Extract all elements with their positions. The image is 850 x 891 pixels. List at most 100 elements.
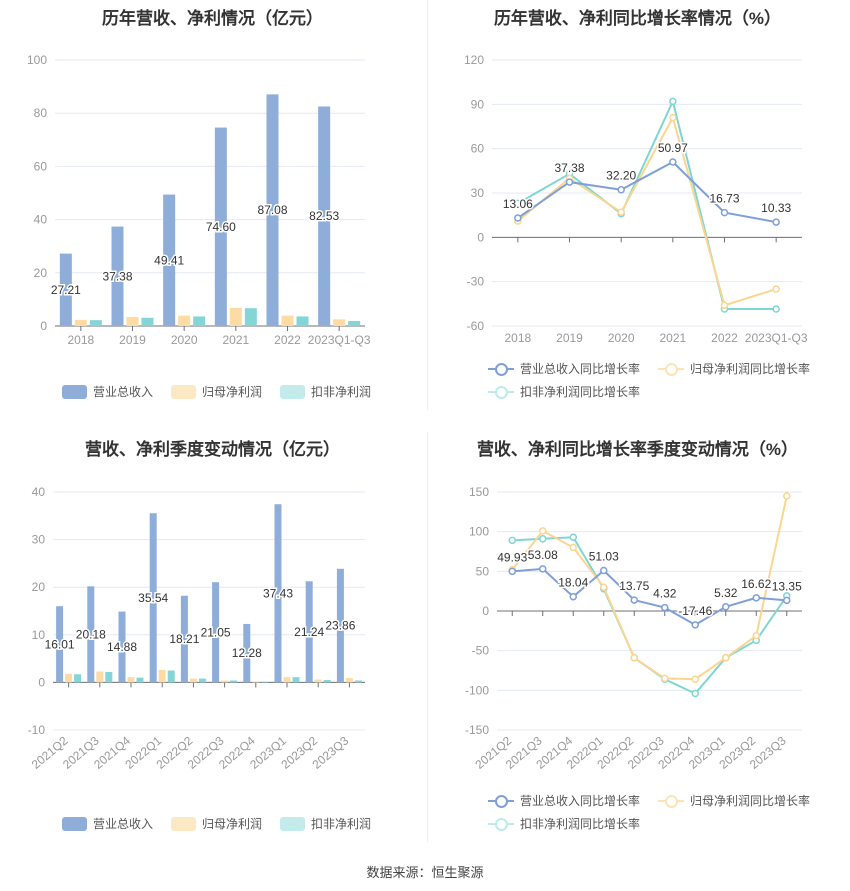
bar-deducted-profit [354, 680, 362, 683]
data-point [772, 285, 780, 293]
legend-item-net-profit-growth[interactable]: 归母净利润同比增长率 [658, 360, 810, 377]
bar-revenue [305, 581, 313, 683]
y-tick-label: 0 [482, 604, 489, 618]
bar-net-profit [189, 678, 197, 683]
data-point [783, 596, 791, 605]
legend-swatch [658, 362, 685, 376]
legend-label: 扣非净利润 [311, 817, 372, 831]
data-point [691, 621, 699, 629]
legend-item-revenue-growth[interactable]: 营业总收入同比增长率 [488, 360, 640, 377]
point-value-label: 16.73 [709, 192, 739, 206]
data-point [691, 689, 699, 698]
point-value-label: 18.04 [558, 576, 588, 590]
y-tick-label: 20 [32, 580, 46, 594]
chart-title: 营收、净利季度变动情况（亿元） [85, 440, 340, 459]
y-tick-label: 80 [34, 106, 48, 120]
bar-net-profit [345, 678, 353, 683]
bar-revenue [214, 127, 227, 327]
legend-item-net-profit[interactable]: 归母净利润 [171, 815, 262, 832]
legend-swatch [171, 384, 197, 399]
x-tick-label: 2023Q3 [310, 733, 352, 771]
data-point [617, 208, 625, 216]
legend-swatch [658, 794, 685, 808]
legend-label: 扣非净利润 [311, 385, 372, 399]
chart-title: 营收、净利同比增长率季度变动情况（%） [476, 440, 799, 459]
y-tick-label: 150 [469, 485, 489, 499]
bar-value-label: 18.21 [169, 632, 199, 646]
point-value-label: 4.32 [653, 587, 677, 601]
data-point [720, 208, 729, 217]
legend-item-deducted-profit[interactable]: 扣非净利润 [280, 383, 371, 400]
y-tick-label: 40 [34, 213, 48, 227]
y-tick-label: -60 [467, 319, 485, 333]
bar-deducted-profit [193, 316, 206, 326]
data-point [669, 113, 677, 122]
legend-label: 营业总收入同比增长率 [520, 794, 641, 808]
data-point [661, 603, 669, 612]
bar-net-profit [126, 316, 139, 326]
x-tick-label: 2020 [608, 331, 635, 345]
line-net-profit-growth [511, 495, 788, 681]
legend-item-revenue[interactable]: 营业总收入 [62, 383, 153, 400]
legend-label: 扣非净利润同比增长率 [520, 817, 641, 831]
legend-item-deducted-profit[interactable]: 扣非净利润 [280, 815, 371, 832]
legend-item-revenue-growth[interactable]: 营业总收入同比增长率 [488, 792, 640, 809]
bar-revenue [56, 606, 64, 683]
point-value-label: 50.97 [658, 141, 688, 155]
bar-revenue [118, 611, 126, 683]
bar-net-profit [252, 681, 260, 683]
x-tick-label: 2022 [711, 331, 738, 345]
x-tick-label: 2021 [222, 333, 249, 347]
bar-net-profit [178, 315, 191, 326]
y-tick-label: 60 [34, 159, 48, 173]
data-point [661, 674, 669, 683]
bar-revenue [266, 94, 279, 326]
legend-item-net-profit-growth[interactable]: 归母净利润同比增长率 [658, 792, 810, 809]
bar-deducted-profit [244, 308, 257, 326]
bar-deducted-profit [89, 320, 102, 326]
bar-net-profit [283, 677, 291, 683]
data-point [539, 527, 547, 535]
line-net-profit-growth [517, 114, 777, 307]
data-point [752, 594, 760, 602]
data-point [669, 97, 677, 106]
data-point [569, 543, 577, 552]
legend-swatch [488, 362, 514, 376]
data-point [630, 654, 638, 662]
bar-net-profit [74, 319, 87, 326]
data-point [565, 178, 574, 186]
data-point [508, 536, 516, 545]
bar-deducted-profit [198, 678, 206, 683]
legend-swatch [62, 384, 87, 399]
x-tick-label: 2023Q1-Q3 [308, 333, 371, 347]
bar-value-label: 12.28 [232, 646, 262, 660]
legend-item-deducted-growth[interactable]: 扣非净利润同比增长率 [488, 383, 640, 400]
point-value-label: 32.20 [606, 169, 636, 183]
y-tick-label: 30 [471, 186, 485, 200]
legend-swatch [488, 385, 514, 399]
bar-deducted-profit [136, 677, 144, 683]
data-point [691, 675, 699, 683]
legend-item-deducted-growth[interactable]: 扣非净利润同比增长率 [488, 815, 640, 832]
legend-label: 营业总收入同比增长率 [520, 362, 641, 376]
y-tick-label: 100 [27, 53, 47, 67]
bar-revenue [212, 582, 220, 683]
bar-deducted-profit [323, 680, 331, 683]
legend-label: 归母净利润同比增长率 [690, 794, 811, 808]
bar-value-label: 49.41 [154, 253, 184, 267]
data-point [722, 603, 730, 611]
x-tick-label: 2021 [659, 331, 686, 345]
legend-item-revenue[interactable]: 营业总收入 [62, 815, 153, 832]
legend-item-net-profit[interactable]: 归母净利润 [171, 383, 262, 400]
bar-value-label: 27.21 [51, 283, 81, 297]
bar-net-profit [127, 677, 135, 683]
bar-net-profit [96, 671, 104, 683]
y-tick-label: 100 [469, 525, 489, 539]
data-point [722, 654, 730, 662]
y-tick-label: 40 [32, 485, 46, 499]
x-tick-label: 2019 [556, 331, 583, 345]
point-value-label: 13.75 [619, 579, 649, 593]
point-value-label: 10.33 [761, 201, 791, 215]
bar-value-label: 21.24 [294, 625, 324, 639]
